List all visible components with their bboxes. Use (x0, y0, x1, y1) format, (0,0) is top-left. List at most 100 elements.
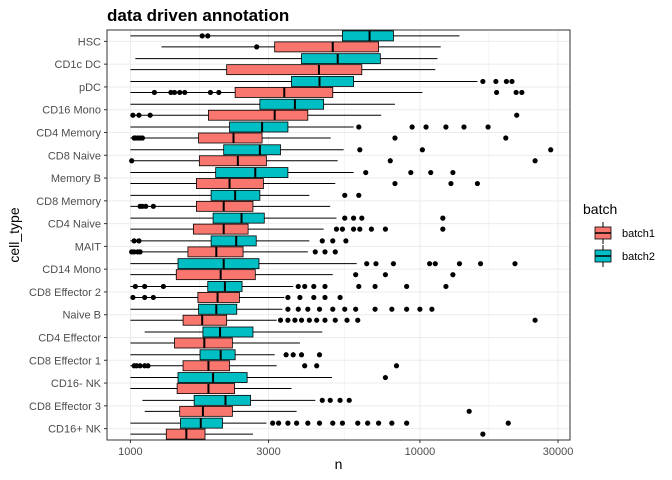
outlier-point (316, 306, 323, 312)
outlier-point (350, 226, 357, 232)
outlier-point (339, 420, 346, 426)
outlier-point (456, 261, 463, 267)
outlier-point (322, 317, 328, 323)
outlier-point (503, 78, 510, 85)
y-tick-label: HSC (78, 36, 101, 48)
outlier-point (330, 306, 336, 312)
outlier-point (216, 89, 222, 96)
outlier-point (292, 317, 298, 323)
outlier-point (364, 261, 370, 267)
outlier-point (182, 89, 188, 96)
box-batch2 (135, 53, 438, 65)
outlier-point (466, 408, 472, 414)
outlier-point (298, 352, 305, 358)
box-batch2 (130, 212, 446, 224)
box-batch2 (130, 167, 456, 178)
box-iqr (175, 269, 256, 281)
outlier-point (426, 261, 433, 267)
outlier-point (365, 420, 371, 426)
outlier-point (450, 169, 456, 176)
outlier-point (332, 317, 338, 323)
box-batch1 (130, 337, 300, 349)
outlier-point (342, 192, 348, 198)
outlier-point (139, 135, 146, 141)
x-tick-label: 3000 (256, 446, 280, 458)
box-iqr (198, 132, 263, 144)
y-tick-label: pDC (79, 82, 101, 94)
outlier-point (290, 352, 296, 358)
box-iqr (197, 292, 240, 303)
outlier-point (151, 89, 157, 96)
outlier-point (493, 78, 499, 85)
outlier-point (474, 180, 481, 187)
outlier-point (142, 283, 148, 290)
box-iqr (212, 212, 265, 224)
box-batch1 (129, 155, 538, 167)
outlier-point (493, 89, 500, 96)
y-tick-label: CD8 Effector 3 (29, 401, 101, 413)
outlier-point (330, 420, 336, 426)
outlier-point (285, 306, 291, 312)
outlier-point (428, 169, 434, 176)
outlier-point (130, 112, 136, 118)
outlier-point (330, 238, 336, 244)
box-iqr (210, 235, 257, 247)
box-iqr (199, 349, 236, 361)
outlier-point (285, 317, 291, 323)
box-iqr (182, 360, 230, 372)
outlier-point (337, 294, 343, 301)
outlier-point (485, 124, 491, 130)
outlier-point (205, 33, 211, 39)
outlier-point (322, 294, 328, 301)
box-iqr (229, 121, 289, 133)
outlier-point (505, 420, 511, 426)
box-batch2 (130, 76, 515, 87)
outlier-point (514, 112, 520, 118)
outlier-point (404, 283, 410, 290)
box-batch1 (129, 246, 338, 258)
outlier-point (353, 306, 359, 312)
box-batch2 (130, 303, 435, 315)
box-iqr (223, 144, 281, 156)
outlier-point (143, 203, 149, 209)
outlier-point (356, 124, 362, 130)
box-iqr (274, 41, 380, 53)
x-tick-label: 10000 (405, 446, 436, 458)
box-batch1 (130, 383, 292, 394)
outlier-point (270, 420, 276, 426)
outlier-point (168, 89, 174, 96)
box-batch1 (130, 360, 400, 372)
y-tick-label: Naive B (62, 310, 101, 322)
outlier-point (443, 124, 449, 130)
y-tick-label: CD1c DC (55, 59, 102, 71)
outlier-point (160, 283, 167, 290)
outlier-point (359, 215, 365, 221)
box-batch1 (130, 178, 481, 189)
outlier-point (337, 397, 343, 403)
y-tick-label: CD4 Effector (38, 333, 101, 345)
outlier-point (356, 283, 362, 290)
box-iqr (226, 64, 363, 76)
y-tick-label: CD16- NK (51, 378, 102, 390)
grid-lines (107, 30, 570, 440)
y-tick-label: CD16+ NK (48, 424, 102, 436)
outlier-point (392, 135, 398, 141)
box-iqr (198, 303, 238, 315)
box-batch1 (130, 314, 538, 326)
box-batch1 (130, 428, 486, 440)
outlier-point (314, 363, 320, 369)
outlier-point (382, 374, 389, 381)
outlier-point (277, 317, 284, 323)
y-tick-label: CD8 Memory (36, 196, 101, 208)
box-batch2 (130, 258, 518, 270)
box-batch2 (130, 372, 389, 383)
box-batch2 (130, 30, 460, 42)
box-batch1 (130, 292, 343, 303)
y-tick-label: Memory B (51, 173, 101, 185)
box-iqr (215, 167, 289, 178)
outlier-point (147, 112, 153, 118)
box-batch2 (130, 417, 511, 429)
outlier-point (293, 420, 300, 426)
box-iqr (259, 98, 325, 110)
outlier-point (409, 124, 415, 130)
